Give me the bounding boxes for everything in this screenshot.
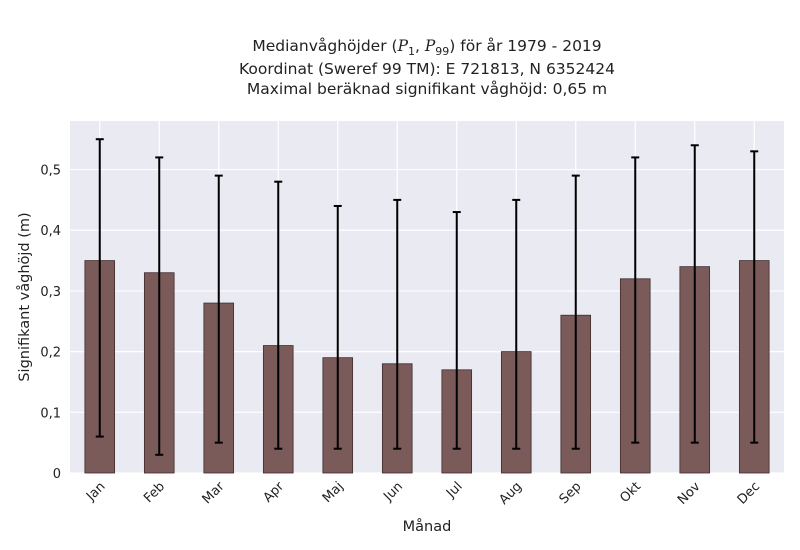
x-tick-label: Nov	[675, 479, 704, 508]
title-segment: ,	[415, 37, 425, 55]
x-tick-label: Mar	[200, 479, 228, 507]
title-line-1: Medianvåghöjder (P1​, P99​) för år 1979 …	[252, 37, 601, 58]
x-tick-label: Jun	[380, 479, 406, 505]
y-tick-label: 0	[53, 467, 61, 482]
title-line-2: Koordinat (Sweref 99 TM): E 721813, N 63…	[239, 60, 615, 78]
title-segment: Maximal beräknad signifikant våghöjd: 0,…	[247, 80, 607, 98]
error-bars	[95, 138, 759, 456]
x-tick-label: Aug	[497, 479, 526, 508]
x-axis-label: Månad	[403, 518, 452, 535]
x-tick-label: Apr	[261, 479, 288, 506]
title-segment: Koordinat (Sweref 99 TM): E 721813, N 63…	[239, 60, 615, 78]
x-tick-label: Sep	[557, 479, 585, 507]
y-axis-ticks: 0 0,1 0,2 0,3 0,4 0,5	[40, 164, 61, 482]
x-tick-label: Okt	[617, 479, 644, 506]
x-tick-label: Dec	[735, 479, 763, 507]
plot-area	[70, 121, 784, 473]
y-tick-label: 0,2	[40, 346, 61, 361]
title-line-3: Maximal beräknad signifikant våghöjd: 0,…	[247, 80, 607, 98]
x-tick-label: Jan	[83, 479, 108, 504]
x-tick-label: Jul	[443, 479, 465, 501]
chart-title: Medianvåghöjder (P1​, P99​) för år 1979 …	[239, 37, 615, 98]
x-tick-label: Maj	[320, 479, 347, 506]
title-segment: ) för år 1979 - 2019	[449, 37, 601, 55]
title-segment: 99	[435, 45, 449, 58]
title-segment: 1	[408, 45, 415, 58]
x-axis-ticks: Jan Feb Mar Apr Maj Jun Jul Aug Sep Okt Nov Dec	[83, 479, 763, 508]
title-segment: P	[424, 37, 436, 55]
y-tick-label: 0,5	[40, 164, 61, 179]
title-segment: Medianvåghöjder (	[252, 37, 397, 55]
y-tick-label: 0,3	[40, 285, 61, 300]
title-segment: P	[397, 37, 409, 55]
x-tick-label: Feb	[141, 479, 168, 506]
y-tick-label: 0,1	[40, 406, 61, 421]
y-tick-label: 0,4	[40, 224, 61, 239]
y-axis-label: Signifikant våghöjd (m)	[16, 212, 33, 381]
